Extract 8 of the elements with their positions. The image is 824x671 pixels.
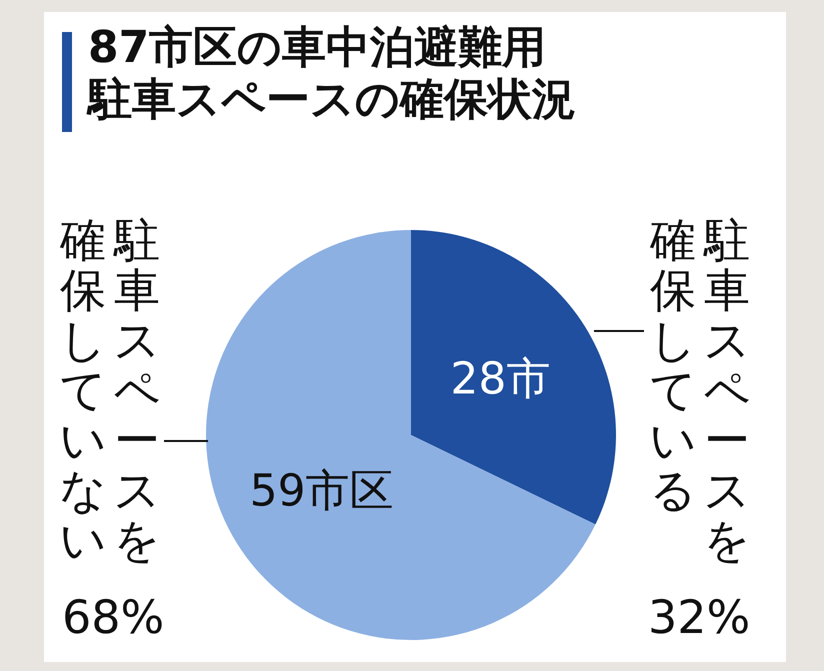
chart-title: 87市区の車中泊避難用 (88, 22, 548, 74)
category-label: 駐車スペースを確保している (650, 213, 750, 567)
category-label: 駐車スペースを確保していない (60, 213, 160, 567)
text: 68% (62, 590, 164, 644)
text: 32% (648, 590, 750, 644)
data-label: 28市 (450, 353, 550, 404)
chart-subtitle: 駐車スペースの確保状況 (88, 74, 576, 126)
data-label: 59市区 (250, 466, 394, 517)
